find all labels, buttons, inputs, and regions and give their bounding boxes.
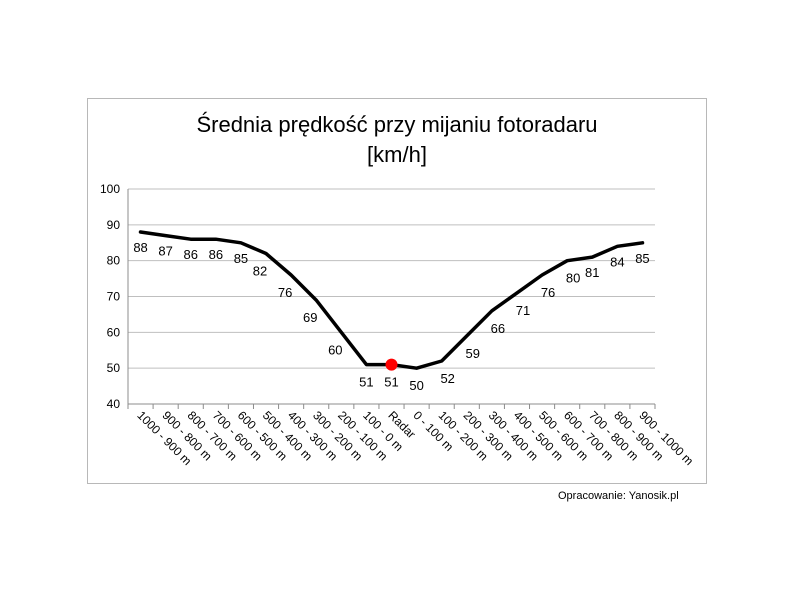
- data-label: 88: [133, 240, 147, 255]
- data-label: 51: [359, 375, 373, 390]
- y-tick-label: 70: [107, 290, 121, 304]
- y-tick-label: 100: [100, 182, 120, 196]
- data-label: 52: [440, 371, 454, 386]
- data-label: 81: [585, 265, 599, 280]
- data-label: 76: [541, 285, 555, 300]
- data-label: 59: [466, 346, 480, 361]
- data-label: 86: [209, 247, 223, 262]
- y-tick-label: 80: [107, 254, 121, 268]
- source-note: Opracowanie: Yanosik.pl: [558, 490, 679, 502]
- data-label: 69: [303, 310, 317, 325]
- chart-title-line: Średnia prędkość przy mijaniu fotoradaru: [196, 112, 597, 137]
- data-label: 60: [328, 342, 342, 357]
- y-tick-label: 90: [107, 218, 121, 232]
- chart-title: Średnia prędkość przy mijaniu fotoradaru…: [196, 112, 597, 167]
- data-label: 84: [610, 254, 624, 269]
- y-tick-label: 50: [107, 361, 121, 375]
- data-label: 85: [635, 251, 649, 266]
- data-labels: 88 87 86 86 85 82 76 69 60 51 51 50 52 59 66 71 76 80 81 84…: [133, 240, 649, 393]
- data-label: 51: [384, 375, 398, 390]
- data-label: 85: [234, 251, 248, 266]
- y-tick-label: 60: [107, 325, 121, 339]
- data-label: 66: [491, 321, 505, 336]
- data-label: 76: [278, 285, 292, 300]
- data-label: 50: [409, 378, 423, 393]
- y-tick-label: 40: [107, 397, 121, 411]
- gridlines: [128, 188, 655, 405]
- data-label: 86: [184, 247, 198, 262]
- data-label: 82: [253, 264, 267, 279]
- data-label: 87: [158, 244, 172, 259]
- data-label: 71: [516, 303, 530, 318]
- chart-area: [87, 98, 707, 484]
- chart-title-line: [km/h]: [367, 142, 427, 167]
- data-label: 80: [566, 271, 580, 286]
- radar-point: [385, 358, 398, 371]
- series: [138, 230, 645, 371]
